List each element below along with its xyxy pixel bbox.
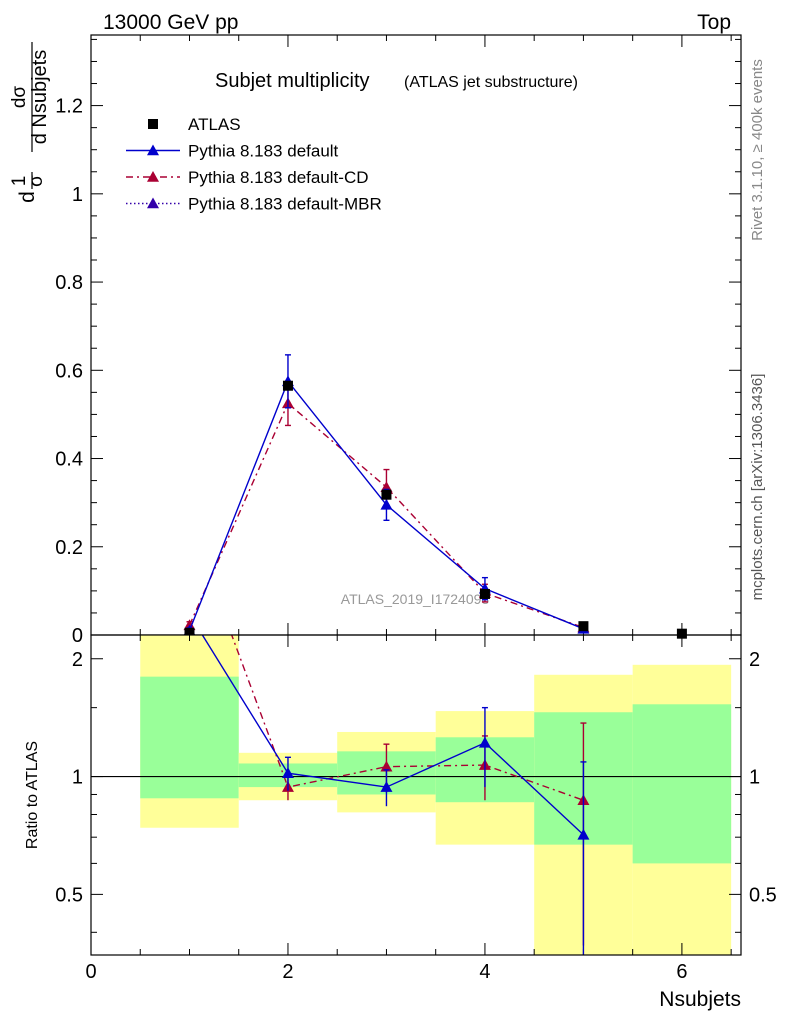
- header-energy-label: 13000 GeV pp: [103, 11, 238, 34]
- atlas-data-point: [676, 628, 687, 639]
- ratio-y-tick-label: 2: [72, 649, 83, 671]
- x-tick-label: 2: [282, 961, 293, 983]
- atlas-data-point: [479, 588, 490, 599]
- main-panel: 0 0.2 0.4 0.6 0.8 1 1.2 Subjet multiplicity (A…: [55, 34, 742, 647]
- legend-label-mbr: Pythia 8.183 default-MBR: [188, 195, 382, 214]
- legend-item-cd: Pythia 8.183 default-CD: [126, 168, 369, 187]
- cd-ratio-point: [183, 515, 195, 526]
- ratio-y-tick-label-right: 1: [749, 767, 760, 789]
- y-label-dsigma: dσ: [9, 86, 30, 109]
- header-process-label: Top: [697, 11, 731, 34]
- ratio-y-tick-label-right: 2: [749, 649, 760, 671]
- y-label-d: d: [16, 191, 39, 203]
- atlas-data-point: [282, 380, 293, 391]
- default-data-point: [380, 498, 393, 510]
- main-y-tick-label: 1.2: [55, 96, 83, 118]
- y-label-one: 1: [9, 176, 30, 187]
- main-y-tick-label: 0.4: [55, 449, 83, 471]
- legend-marker-cd: [147, 171, 159, 182]
- x-axis-label: Nsubjets: [659, 988, 741, 1011]
- x-tick-label: 4: [479, 961, 490, 983]
- legend-marker-atlas: [148, 119, 158, 129]
- ratio-band-inner: [140, 676, 239, 799]
- default-ratio-point: [478, 736, 491, 748]
- legend-label-default: Pythia 8.183 default: [188, 142, 339, 161]
- series-atlas: [184, 380, 687, 639]
- legend-item-mbr: Pythia 8.183 default-MBR: [126, 195, 382, 214]
- y-label-sigma: σ: [26, 175, 47, 187]
- atlas-data-point: [381, 489, 392, 500]
- main-y-axis-label: d 1 σ dσ d Nsubjets: [9, 42, 51, 203]
- ratio-y-tick-label: 1: [72, 767, 83, 789]
- default-ratio-point: [183, 608, 195, 619]
- legend-item-atlas: ATLAS: [148, 115, 241, 134]
- ratio-y-tick-label: 0.5: [55, 884, 83, 906]
- x-tick-label: 6: [676, 961, 687, 983]
- legend-label-cd: Pythia 8.183 default-CD: [188, 168, 369, 187]
- default-ratio-point: [577, 828, 590, 840]
- atlas-data-point: [578, 621, 589, 632]
- ratio-series-default: [183, 608, 590, 955]
- main-y-tick-label: 1: [72, 184, 83, 206]
- main-title: Subjet multiplicity: [215, 70, 370, 92]
- watermark-analysis: ATLAS_2019_I1724098: [341, 591, 490, 607]
- ratio-band-inner: [632, 704, 732, 864]
- default-ratio-point: [281, 767, 294, 779]
- default-ratio-point: [380, 781, 393, 792]
- cd-ratio-curve: [230, 635, 584, 801]
- legend-label-atlas: ATLAS: [188, 115, 241, 134]
- rivet-label: Rivet 3.1.10, ≥ 400k events: [749, 59, 766, 241]
- atlas-data-point: [184, 627, 195, 638]
- y-label-dnsubjets: d Nsubjets: [29, 50, 51, 145]
- legend-marker-mbr: [147, 197, 159, 209]
- legend: ATLAS Pythia 8.183 default Pythia 8.183 de…: [126, 115, 382, 214]
- main-y-tick-label: 0.2: [55, 537, 83, 559]
- legend-marker-default: [147, 144, 159, 156]
- x-tick-label: 0: [85, 961, 96, 983]
- mcplots-label: mcplots.cern.ch [arXiv:1306.3436]: [749, 374, 766, 601]
- main-subtitle: (ATLAS jet substructure): [404, 74, 578, 91]
- cd-ratio-point: [380, 760, 393, 772]
- legend-item-default: Pythia 8.183 default: [126, 142, 339, 161]
- ratio-y-axis-label: Ratio to ATLAS: [24, 741, 41, 849]
- main-y-tick-label: 0.8: [55, 272, 83, 294]
- main-y-tick-label: 0.6: [55, 360, 83, 382]
- ratio-y-tick-label-right: 0.5: [749, 884, 777, 906]
- main-y-tick-label: 0: [72, 625, 83, 647]
